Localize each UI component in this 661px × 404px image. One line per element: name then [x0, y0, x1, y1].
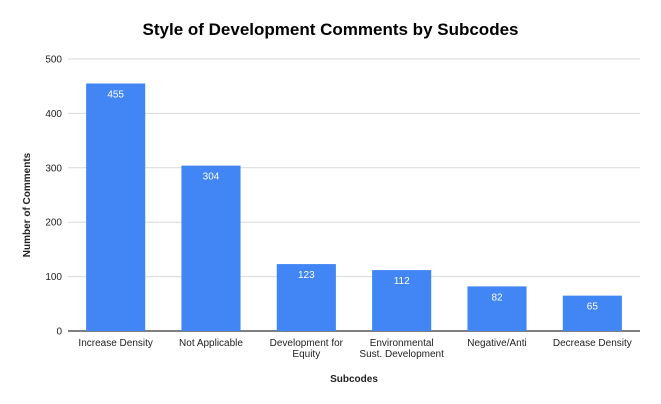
x-tick-label: Decrease Density	[553, 338, 632, 349]
x-tick-label: Increase Density	[78, 338, 152, 349]
bar	[181, 165, 241, 331]
x-axis-ticks: Increase Density Not Applicable Developmen…	[78, 338, 631, 360]
x-tick-label: Sust. Development	[359, 349, 444, 360]
bar	[276, 264, 336, 331]
x-tick-label: Environmental	[370, 338, 434, 349]
bar	[372, 270, 432, 331]
data-label: 123	[298, 270, 315, 281]
x-tick-label: Negative/Anti	[467, 338, 526, 349]
bar	[562, 295, 622, 331]
x-tick-label: Development for	[270, 338, 344, 349]
y-tick-label: 200	[45, 218, 62, 229]
y-axis-title: Number of Comments	[22, 152, 33, 257]
y-axis-ticks: 0 100 200 300 400 500	[45, 55, 62, 338]
data-label: 65	[587, 302, 599, 313]
y-tick-label: 400	[45, 109, 62, 120]
gridlines	[68, 58, 640, 332]
data-label: 304	[203, 172, 220, 183]
bar	[467, 286, 527, 331]
data-label: 112	[394, 276, 410, 287]
y-tick-label: 100	[45, 272, 62, 283]
y-tick-label: 500	[45, 55, 62, 66]
x-tick-label: Equity	[292, 349, 320, 360]
x-axis-title: Subcodes	[330, 374, 378, 385]
data-label: 455	[107, 89, 124, 100]
bars: 455 304 123 112 82 65	[86, 83, 622, 331]
data-label: 82	[491, 292, 503, 303]
bar	[86, 83, 146, 331]
chart-title: Style of Development Comments by Subcode…	[142, 20, 519, 39]
x-tick-label: Not Applicable	[179, 338, 243, 349]
y-tick-label: 300	[45, 163, 62, 174]
y-tick-label: 0	[56, 327, 62, 338]
